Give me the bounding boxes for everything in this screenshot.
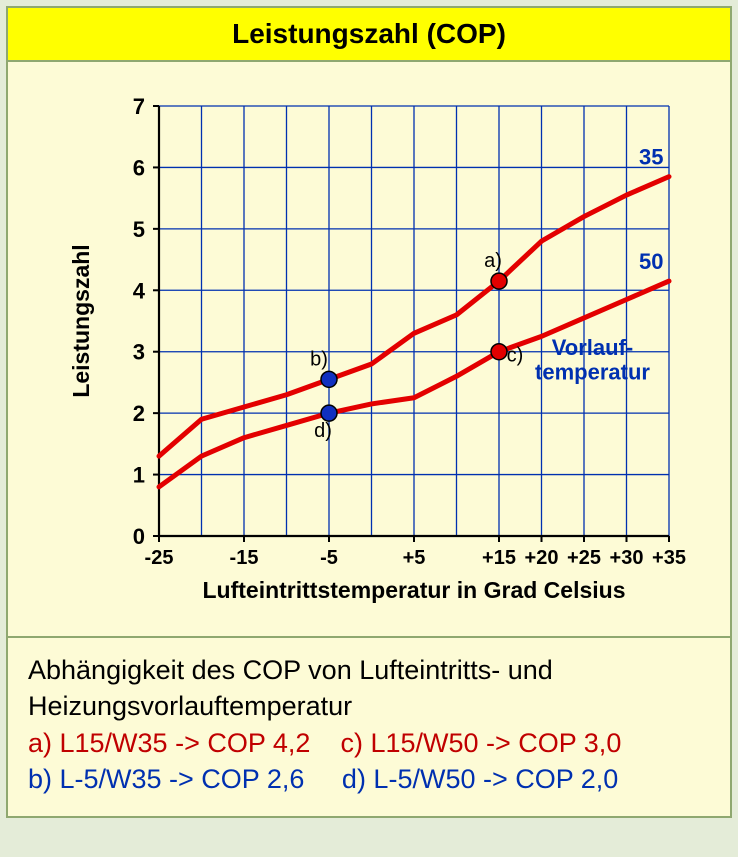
- svg-text:35: 35: [639, 145, 663, 170]
- figure-frame: Leistungszahl (COP) 0 1 2 3 4 5 6 7 -25 -15 -5 +5 +1…: [6, 6, 732, 818]
- svg-text:-15: -15: [230, 547, 259, 569]
- caption-b: b) L-5/W35 -> COP 2,6: [28, 764, 304, 794]
- caption-c: c) L15/W50 -> COP 3,0: [340, 728, 621, 758]
- svg-text:2: 2: [133, 401, 145, 426]
- svg-text:a): a): [484, 250, 502, 272]
- svg-text:+20: +20: [525, 547, 559, 569]
- svg-text:+25: +25: [567, 547, 601, 569]
- svg-text:Leistungszahl: Leistungszahl: [68, 244, 94, 397]
- svg-text:50: 50: [639, 249, 663, 274]
- svg-text:+35: +35: [652, 547, 686, 569]
- svg-text:4: 4: [133, 278, 146, 303]
- svg-text:6: 6: [133, 155, 145, 180]
- svg-text:-5: -5: [320, 547, 338, 569]
- svg-text:Lufteintrittstemperatur in Gra: Lufteintrittstemperatur in Grad Celsius: [202, 577, 625, 603]
- svg-text:+15: +15: [482, 547, 516, 569]
- caption-intro: Abhängigkeit des COP von Lufteintritts- …: [28, 652, 710, 725]
- caption-d: d) L-5/W50 -> COP 2,0: [342, 764, 618, 794]
- svg-text:b): b): [310, 348, 328, 370]
- svg-text:3: 3: [133, 340, 145, 365]
- svg-text:d): d): [314, 420, 332, 442]
- caption-a: a) L15/W35 -> COP 4,2: [28, 728, 310, 758]
- svg-text:c): c): [507, 345, 524, 367]
- svg-text:5: 5: [133, 217, 145, 242]
- svg-text:0: 0: [133, 524, 145, 549]
- svg-text:Vorlauf-: Vorlauf-: [552, 335, 633, 360]
- svg-text:7: 7: [133, 94, 145, 119]
- cop-line-chart: 0 1 2 3 4 5 6 7 -25 -15 -5 +5 +15 +20 +25 +30 +35 Luftein…: [49, 86, 689, 626]
- svg-text:-25: -25: [145, 547, 174, 569]
- svg-text:+30: +30: [610, 547, 644, 569]
- figure-caption: Abhängigkeit des COP von Lufteintritts- …: [8, 636, 730, 816]
- figure-title: Leistungszahl (COP): [8, 8, 730, 62]
- svg-text:temperatur: temperatur: [535, 359, 650, 384]
- svg-text:1: 1: [133, 463, 145, 488]
- svg-text:+5: +5: [403, 547, 426, 569]
- chart-area: 0 1 2 3 4 5 6 7 -25 -15 -5 +5 +15 +20 +25 +30 +35 Luftein…: [8, 62, 730, 636]
